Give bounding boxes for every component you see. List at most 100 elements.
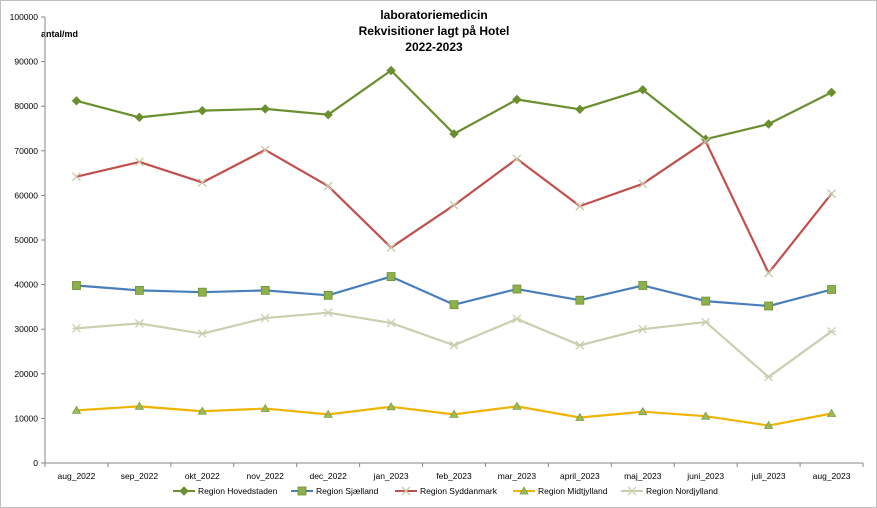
data-point (764, 372, 774, 382)
x-tick-label: april_2023 (560, 471, 600, 481)
data-point (260, 403, 270, 412)
series-layer (71, 65, 837, 429)
y-tick-label: 50000 (14, 235, 38, 245)
data-point (701, 317, 711, 327)
y-tick-label: 90000 (14, 57, 38, 67)
data-point (323, 308, 333, 318)
series-line (76, 69, 833, 141)
legend-item: Region Sjælland (291, 486, 379, 496)
legend-label: Region Sjælland (316, 486, 379, 496)
data-point (512, 284, 522, 294)
legend-marker (627, 486, 637, 496)
data-point (134, 285, 144, 295)
x-tick-label: aug_2022 (58, 471, 96, 481)
legend-marker (401, 486, 411, 496)
data-point (763, 420, 774, 429)
data-point (575, 104, 585, 115)
data-point (72, 172, 81, 182)
marker-stroke (764, 268, 774, 278)
legend-marker (519, 486, 529, 495)
y-tick-label: 80000 (14, 101, 38, 111)
data-point (323, 109, 333, 120)
chart-title: laboratoriemedicin Rekvisitioner lagt på… (359, 8, 510, 54)
data-point (638, 84, 648, 95)
data-point (386, 272, 396, 281)
data-point (512, 314, 522, 324)
data-point (260, 145, 270, 155)
data-point (197, 406, 207, 415)
data-point (72, 281, 81, 290)
marker-stroke (134, 157, 144, 167)
data-point (71, 96, 82, 106)
y-axis-unit-label: antal/md (41, 29, 78, 39)
series-region-nordjylland (72, 308, 836, 382)
legend: Region Hovedstaden Region Sjælland Region … (173, 486, 718, 496)
data-point (701, 296, 711, 306)
legend-item: Region Syddanmark (395, 486, 498, 496)
data-point (512, 154, 522, 164)
data-point (512, 401, 522, 410)
legend-marker (179, 486, 189, 496)
marker-stroke (575, 201, 585, 211)
data-point (764, 301, 774, 311)
y-tick-label: 70000 (14, 146, 38, 156)
y-tick-label: 10000 (14, 413, 38, 423)
marker-stroke (512, 154, 522, 164)
data-point (323, 290, 333, 300)
marker-stroke (827, 189, 836, 199)
data-point (638, 324, 648, 334)
chart-title-line-1: laboratoriemedicin (380, 8, 487, 22)
series-region-sj-lland (72, 272, 836, 311)
chart-title-line-2: Rekvisitioner lagt på Hotel (359, 24, 510, 38)
legend-item: Region Nordjylland (621, 486, 718, 496)
marker-stroke (323, 181, 333, 191)
axes: 0 10000 20000 30000 40000 50000 60000 70000 8000… (10, 12, 864, 481)
data-point (764, 268, 774, 278)
data-point (260, 285, 270, 295)
data-point (575, 295, 585, 305)
data-point (72, 323, 81, 333)
data-point (638, 179, 648, 189)
data-point (71, 405, 82, 414)
x-tick-label: juni_2023 (686, 471, 724, 481)
marker-stroke (197, 178, 207, 187)
data-point (197, 329, 207, 339)
series-region-syddanmark (72, 136, 836, 278)
legend-marker (297, 486, 307, 496)
series-region-hovedstaden (71, 65, 837, 144)
x-tick-label: maj_2023 (624, 471, 662, 481)
marker-stroke (701, 136, 711, 146)
data-point (323, 181, 333, 191)
data-point (575, 340, 585, 350)
x-tick-label: mar_2023 (498, 471, 537, 481)
data-point (134, 112, 145, 123)
y-tick-label: 40000 (14, 280, 38, 290)
x-tick-label: feb_2023 (436, 471, 472, 481)
marker-stroke (449, 200, 459, 210)
data-point (134, 157, 144, 167)
data-point (701, 136, 711, 146)
y-tick-label: 20000 (14, 369, 38, 379)
data-point (260, 313, 270, 323)
series-region-midtjylland (71, 401, 837, 429)
marker-stroke (638, 179, 648, 189)
data-point (449, 129, 459, 139)
data-point (197, 105, 208, 116)
data-point (638, 281, 648, 290)
data-point (449, 340, 459, 350)
legend-item: Region Hovedstaden (173, 486, 278, 496)
y-tick-label: 30000 (14, 324, 38, 334)
data-point (701, 411, 711, 420)
data-point (386, 65, 396, 76)
data-point (449, 409, 459, 418)
legend-label: Region Midtjylland (538, 486, 608, 496)
data-point (512, 94, 522, 105)
data-point (826, 408, 837, 417)
chart-title-line-3: 2022-2023 (405, 40, 463, 54)
data-point (575, 412, 585, 421)
data-point (827, 189, 836, 199)
data-point (386, 401, 396, 411)
marker-stroke (72, 172, 81, 182)
x-tick-label: okt_2022 (185, 471, 220, 481)
